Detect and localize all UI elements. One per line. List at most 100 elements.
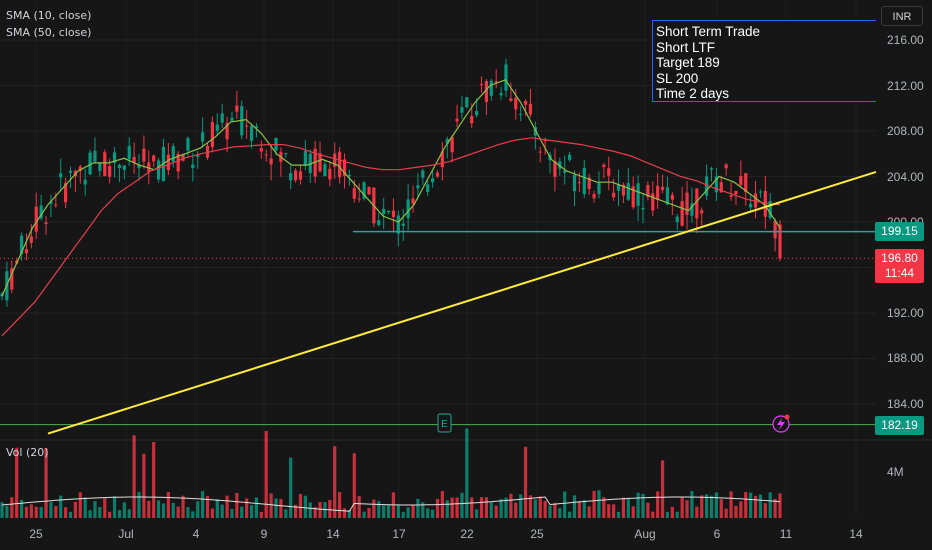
- volume-bar: [386, 504, 391, 518]
- candle-body: [416, 185, 420, 189]
- candle-body: [773, 221, 777, 239]
- candle-body: [695, 188, 699, 219]
- volume-bar: [313, 507, 317, 518]
- candle-body: [323, 164, 327, 177]
- volume-bar: [553, 503, 557, 518]
- candle-body: [391, 210, 396, 218]
- volume-bar: [5, 505, 9, 518]
- volume-bar: [675, 511, 679, 518]
- sma10-legend[interactable]: SMA (10, close): [6, 9, 92, 22]
- volume-bar: [333, 446, 337, 518]
- volume-bar: [171, 502, 175, 518]
- volume-bar: [528, 495, 533, 518]
- support-level-tag[interactable]: 199.15: [875, 222, 924, 241]
- candle-body: [210, 122, 215, 148]
- volume-bar: [59, 495, 63, 518]
- volume-bar: [533, 499, 537, 518]
- volume-bar: [700, 495, 704, 518]
- volume-bar: [680, 497, 684, 518]
- candle-body: [656, 185, 660, 200]
- volume-bar: [563, 491, 567, 518]
- last-price-tag[interactable]: 196.80 11:44: [875, 249, 924, 283]
- volume-bar: [29, 504, 33, 518]
- volume-bar: [450, 497, 454, 518]
- volume-bar: [73, 501, 77, 518]
- volume-bar: [240, 506, 244, 518]
- trend-line: [47, 170, 877, 435]
- volume-bar: [651, 511, 655, 518]
- candle-body: [132, 156, 136, 163]
- volume-bar: [729, 491, 733, 518]
- candle-body: [284, 153, 288, 155]
- volume-bar: [132, 435, 136, 518]
- volume-bar: [44, 448, 48, 518]
- candle-body: [607, 168, 611, 176]
- volume-legend[interactable]: Vol (20): [6, 446, 49, 459]
- volume-bar: [245, 498, 249, 518]
- candle-body: [680, 201, 684, 226]
- candle-body: [127, 145, 131, 160]
- volume-bar: [122, 502, 126, 518]
- volume-bar: [734, 505, 738, 518]
- volume-bar: [142, 453, 146, 518]
- volume-bar: [607, 504, 611, 518]
- volume-bar: [724, 508, 728, 518]
- candle-body: [616, 184, 621, 191]
- volume-bar: [685, 500, 689, 518]
- volume-bar: [504, 497, 508, 518]
- candle-body: [122, 165, 126, 170]
- candle-body: [475, 111, 479, 116]
- earnings-marker: [437, 413, 452, 433]
- candle-body: [34, 206, 38, 232]
- y-axis-label: 204.00: [887, 170, 924, 184]
- candle-body: [651, 193, 655, 211]
- sma10-line: [1, 79, 781, 297]
- candle-body: [631, 186, 635, 208]
- candle-body: [592, 194, 596, 199]
- lower-level-tag[interactable]: 182.19: [875, 416, 924, 435]
- candle-body: [519, 113, 523, 115]
- candle-body: [78, 166, 82, 171]
- volume-bar: [293, 504, 298, 518]
- volume-bar: [597, 490, 601, 518]
- volume-bar: [430, 509, 435, 518]
- candle-body: [98, 163, 102, 171]
- sma50-line: [1, 137, 781, 337]
- candle-body: [367, 186, 371, 195]
- trade-note-box[interactable]: Short Term Trade Short LTF Target 189 SL…: [652, 20, 876, 102]
- candle-body: [19, 235, 24, 255]
- sma50-legend[interactable]: SMA (50, close): [6, 26, 92, 39]
- candle-body: [347, 175, 352, 177]
- volume-bar: [230, 508, 234, 518]
- candle-body: [220, 113, 224, 123]
- volume-bar: [421, 502, 425, 518]
- volume-bar: [259, 511, 263, 518]
- volume-bar: [318, 502, 322, 518]
- candle-body: [245, 125, 249, 127]
- volume-bar: [196, 501, 200, 518]
- candle-body: [612, 192, 616, 198]
- volume-bar: [499, 498, 503, 518]
- currency-selector[interactable]: INR: [881, 6, 923, 26]
- candle-body: [166, 154, 170, 171]
- volume-bar: [519, 494, 523, 518]
- candle-body: [112, 152, 117, 163]
- candle-body: [514, 98, 518, 110]
- x-axis-label: 4: [192, 527, 200, 541]
- volume-bar: [254, 497, 259, 518]
- candle-body: [142, 148, 146, 162]
- candle-body: [700, 210, 704, 214]
- volume-bar: [739, 501, 743, 518]
- candle-body: [445, 138, 449, 144]
- volume-bar: [514, 502, 518, 518]
- volume-bar: [416, 498, 420, 518]
- y-axis-label: 188.00: [887, 351, 924, 365]
- volume-bar: [367, 507, 371, 518]
- candle-body: [406, 199, 410, 219]
- volume-bar: [328, 499, 332, 518]
- candle-body: [68, 170, 73, 173]
- candle-body: [758, 191, 763, 193]
- volume-bar: [103, 498, 107, 518]
- candle-body: [426, 184, 430, 192]
